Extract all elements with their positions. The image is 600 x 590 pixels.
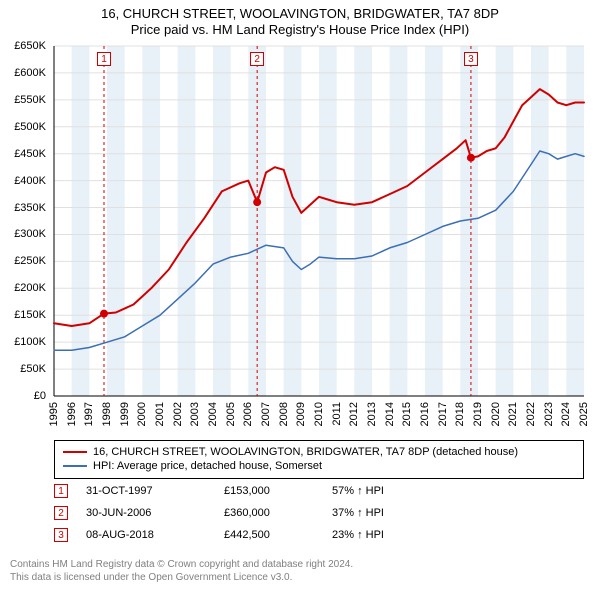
sales-list: 1 31-OCT-1997 £153,000 57% ↑ HPI 2 30-JUN-200… (54, 480, 584, 546)
x-tick-label: 2024 (560, 402, 572, 426)
chart-area: 1 2 3 (54, 46, 584, 396)
y-tick-label: £550K (14, 94, 46, 106)
x-tick-label: 2003 (189, 402, 201, 426)
x-tick-label: 2018 (454, 402, 466, 426)
y-tick-label: £400K (14, 175, 46, 187)
y-tick-label: £50K (20, 363, 46, 375)
legend-label: HPI: Average price, detached house, Some… (93, 459, 322, 473)
y-tick-label: £250K (14, 255, 46, 267)
y-tick-label: £300K (14, 228, 46, 240)
y-tick-label: £350K (14, 202, 46, 214)
x-tick-label: 2001 (154, 402, 166, 426)
x-tick-label: 2002 (172, 402, 184, 426)
x-tick-label: 2006 (242, 402, 254, 426)
footer-line-2: This data is licensed under the Open Gov… (10, 572, 353, 585)
sale-row: 2 30-JUN-2006 £360,000 37% ↑ HPI (54, 502, 584, 524)
chart-marker-badge: 2 (250, 52, 264, 66)
x-tick-label: 2017 (437, 402, 449, 426)
y-tick-label: £200K (14, 282, 46, 294)
legend-label: 16, CHURCH STREET, WOOLAVINGTON, BRIDGWA… (93, 445, 518, 459)
x-tick-label: 2016 (419, 402, 431, 426)
sale-delta: 57% ↑ HPI (332, 485, 452, 497)
x-tick-label: 2021 (507, 402, 519, 426)
x-tick-label: 2020 (490, 402, 502, 426)
x-tick-label: 2013 (366, 402, 378, 426)
y-tick-label: £100K (14, 336, 46, 348)
chart-marker-badge: 3 (464, 52, 478, 66)
x-tick-label: 2010 (313, 402, 325, 426)
y-tick-label: £450K (14, 148, 46, 160)
title-line-2: Price paid vs. HM Land Registry's House … (0, 22, 600, 38)
chart-page: 16, CHURCH STREET, WOOLAVINGTON, BRIDGWA… (0, 0, 600, 590)
x-tick-label: 1995 (48, 402, 60, 426)
sale-price: £360,000 (224, 507, 314, 519)
legend-swatch (63, 451, 87, 453)
sale-date: 31-OCT-1997 (86, 485, 206, 497)
x-tick-label: 1998 (101, 402, 113, 426)
x-tick-label: 1997 (83, 402, 95, 426)
sale-delta: 37% ↑ HPI (332, 507, 452, 519)
legend-swatch (63, 465, 87, 467)
x-tick-label: 2007 (260, 402, 272, 426)
y-tick-label: £650K (14, 40, 46, 52)
x-tick-label: 1996 (66, 402, 78, 426)
x-tick-label: 2019 (472, 402, 484, 426)
legend-row: 16, CHURCH STREET, WOOLAVINGTON, BRIDGWA… (63, 445, 575, 459)
chart-marker-badge: 1 (97, 52, 111, 66)
y-tick-label: £600K (14, 67, 46, 79)
x-tick-label: 2008 (278, 402, 290, 426)
x-tick-label: 2015 (401, 402, 413, 426)
x-tick-label: 2000 (136, 402, 148, 426)
x-tick-label: 2022 (525, 402, 537, 426)
x-tick-label: 1999 (119, 402, 131, 426)
sale-row: 3 08-AUG-2018 £442,500 23% ↑ HPI (54, 524, 584, 546)
x-tick-label: 2009 (295, 402, 307, 426)
chart-svg (54, 46, 584, 396)
footer: Contains HM Land Registry data © Crown c… (10, 559, 353, 584)
sale-badge: 3 (54, 528, 68, 542)
legend-box: 16, CHURCH STREET, WOOLAVINGTON, BRIDGWA… (54, 440, 584, 479)
footer-line-1: Contains HM Land Registry data © Crown c… (10, 559, 353, 572)
sale-badge: 1 (54, 484, 68, 498)
x-tick-label: 2005 (225, 402, 237, 426)
sale-badge: 2 (54, 506, 68, 520)
x-tick-label: 2023 (543, 402, 555, 426)
x-tick-label: 2012 (348, 402, 360, 426)
x-tick-label: 2011 (331, 402, 343, 426)
legend-row: HPI: Average price, detached house, Some… (63, 459, 575, 473)
y-axis-labels: £0£50K£100K£150K£200K£250K£300K£350K£400… (0, 46, 50, 396)
sale-price: £442,500 (224, 529, 314, 541)
y-tick-label: £150K (14, 309, 46, 321)
sale-date: 30-JUN-2006 (86, 507, 206, 519)
x-tick-label: 2025 (578, 402, 590, 426)
x-tick-label: 2004 (207, 402, 219, 426)
title-block: 16, CHURCH STREET, WOOLAVINGTON, BRIDGWA… (0, 0, 600, 39)
sale-row: 1 31-OCT-1997 £153,000 57% ↑ HPI (54, 480, 584, 502)
sale-date: 08-AUG-2018 (86, 529, 206, 541)
x-axis-labels: 1995199619971998199920002001200220032004… (54, 396, 584, 436)
sale-delta: 23% ↑ HPI (332, 529, 452, 541)
x-tick-label: 2014 (384, 402, 396, 426)
y-tick-label: £500K (14, 121, 46, 133)
title-line-1: 16, CHURCH STREET, WOOLAVINGTON, BRIDGWA… (0, 6, 600, 22)
sale-price: £153,000 (224, 485, 314, 497)
y-tick-label: £0 (34, 390, 46, 402)
